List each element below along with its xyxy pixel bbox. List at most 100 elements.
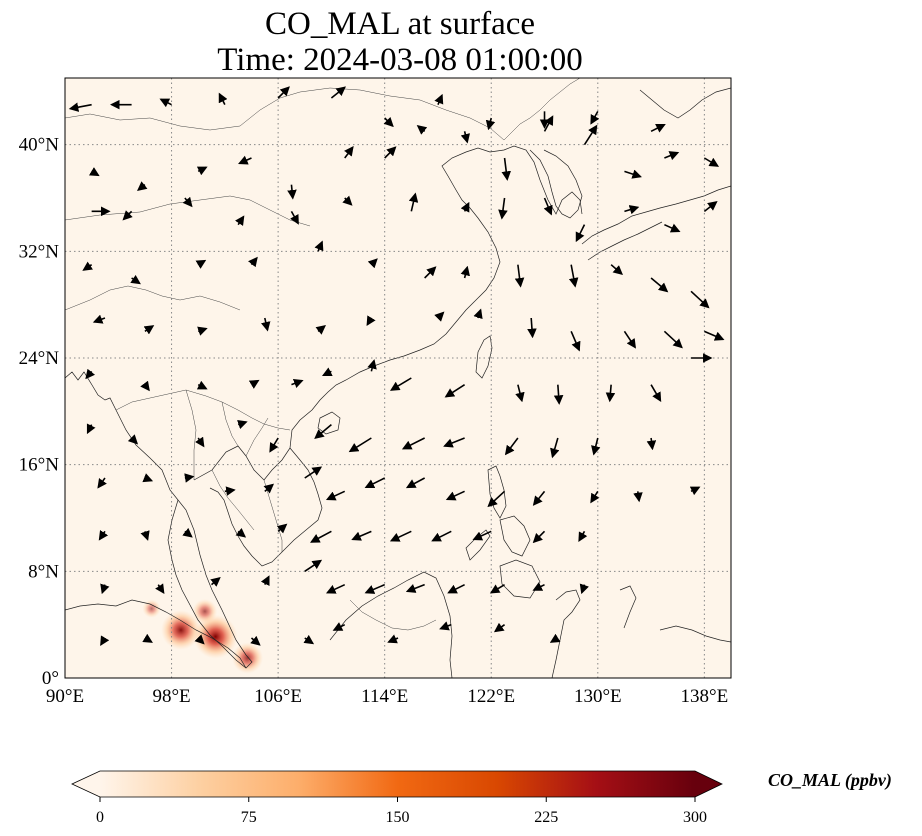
coastline-borneo: [329, 571, 453, 678]
wind-vector: [664, 151, 680, 161]
country-borders: [65, 78, 581, 631]
y-tick-label: 0°: [42, 668, 59, 689]
wind-vector: [663, 330, 683, 349]
wind-vector: [431, 530, 452, 542]
wind-vector: [605, 384, 616, 403]
wind-vector: [498, 197, 508, 220]
wind-vector: [549, 633, 561, 643]
wind-vector: [367, 258, 378, 269]
wind-vector: [100, 583, 110, 595]
co-hotspot: [193, 614, 238, 659]
wind-vector: [250, 635, 261, 646]
wind-vector: [304, 466, 323, 479]
wind-vector: [287, 184, 297, 200]
x-tick-label: 114°E: [361, 686, 408, 707]
wind-vector: [405, 583, 425, 593]
coastline-japan-hokkaido: [639, 87, 731, 119]
wind-vector: [485, 117, 496, 131]
x-tick-label: 122°E: [467, 686, 515, 707]
wind-vector: [439, 621, 452, 631]
coastline-japan: [581, 185, 731, 245]
wind-vector: [263, 483, 275, 494]
wind-vector: [159, 98, 172, 108]
map-background: [65, 78, 731, 678]
wind-vector: [86, 423, 96, 435]
wind-vector: [504, 437, 519, 456]
coastline-visayas: [499, 515, 531, 557]
y-tick-label: 40°N: [19, 135, 60, 156]
colorbar-ticks: 0 75 150 225 300: [96, 797, 707, 826]
x-tick-label: 130°E: [574, 686, 622, 707]
wind-vector: [364, 477, 386, 489]
wind-vector: [261, 317, 271, 332]
wind-vector: [238, 155, 252, 165]
wind-vector: [633, 491, 643, 503]
wind-vector: [195, 436, 205, 448]
wind-vector: [315, 324, 326, 335]
wind-vector: [291, 378, 304, 388]
wind-vector: [650, 123, 666, 133]
wind-vector: [196, 166, 208, 176]
wind-vector: [142, 633, 153, 643]
coastline-taiwan: [475, 335, 493, 379]
wind-vector: [543, 197, 553, 216]
wind-vector: [344, 146, 354, 159]
wind-vector: [321, 367, 333, 377]
wind-vector: [182, 196, 193, 208]
wind-vector: [689, 486, 701, 496]
wind-vector: [610, 264, 623, 276]
wind-vector: [130, 274, 141, 285]
wind-vector: [568, 264, 579, 288]
wind-vector: [310, 530, 332, 543]
y-axis-ticks: 0° 8°N 16°N 24°N 32°N 40°N: [19, 135, 60, 689]
wind-vector: [218, 92, 228, 106]
wind-vector: [583, 124, 598, 146]
wind-vector: [575, 224, 586, 243]
wind-vector: [424, 266, 437, 279]
x-tick-label: 98°E: [152, 686, 190, 707]
wind-vector: [473, 308, 483, 320]
wind-vector: [650, 384, 662, 403]
y-tick-label: 16°N: [19, 455, 60, 476]
wind-vector: [100, 635, 110, 647]
wind-vector: [703, 157, 720, 167]
y-tick-label: 24°N: [19, 348, 60, 369]
wind-vector: [579, 583, 589, 595]
wind-vector: [532, 490, 546, 506]
wind-vector: [92, 314, 106, 324]
co-hotspot: [192, 598, 218, 624]
coastline-korea: [529, 149, 583, 219]
coastline-halmahera: [619, 585, 637, 629]
wind-vector: [389, 377, 412, 391]
wind-vector: [501, 157, 511, 181]
wind-vector: [224, 486, 236, 496]
wind-vector: [140, 380, 150, 392]
wind-vector: [155, 583, 165, 594]
co-hotspots: [142, 598, 264, 674]
wind-vector: [303, 634, 315, 645]
colorbar-label: CO_MAL (ppbv): [768, 770, 892, 790]
wind-vector: [650, 277, 669, 293]
wind-vector: [434, 93, 444, 105]
wind-vector: [514, 264, 525, 288]
wind-vectors: [68, 86, 725, 647]
wind-vector: [578, 530, 588, 543]
coastline-sulawesi: [551, 589, 581, 678]
wind-vector: [664, 223, 681, 233]
colorbar: 0 75 150 225 300: [71, 770, 723, 826]
wind-vector: [434, 311, 445, 322]
map-title-line-2: Time: 2024-03-08 01:00:00: [217, 42, 583, 78]
wind-vector: [408, 192, 419, 212]
wind-vector: [472, 530, 492, 541]
wind-vector: [342, 195, 353, 206]
wind-vector: [389, 530, 412, 542]
wind-vector: [248, 256, 258, 268]
wind-vector: [88, 167, 100, 177]
wind-vector: [304, 559, 323, 572]
x-tick-label: 138°E: [681, 686, 729, 707]
co-hotspot: [231, 642, 264, 674]
coastline-gulf-thailand: [209, 487, 239, 537]
y-tick-label: 8°N: [28, 561, 59, 582]
wind-vector: [532, 582, 545, 591]
wind-vector: [196, 380, 208, 390]
